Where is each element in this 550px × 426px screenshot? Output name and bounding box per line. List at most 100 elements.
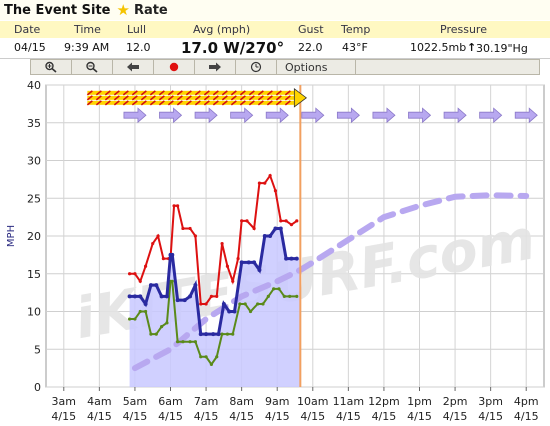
right-arrow-icon: [209, 62, 221, 72]
lull-point: [272, 287, 276, 291]
x-tick-date-label: 4/15: [51, 410, 76, 423]
lull-point: [149, 332, 153, 336]
observed-direction-band: [86, 88, 308, 108]
x-tick-date-label: 4/15: [265, 410, 290, 423]
direction-band-tick: [158, 95, 165, 101]
direction-band-tick: [248, 100, 255, 106]
x-tick-time-label: 8am: [229, 395, 253, 408]
direction-band-tick: [131, 90, 138, 96]
y-tick-label: 10: [27, 306, 41, 319]
lull-point: [243, 302, 247, 306]
current-pressure: 1022.5mb: [410, 41, 467, 54]
direction-band-tick: [176, 100, 183, 106]
options-button[interactable]: Options: [277, 60, 356, 74]
direction-band-tick: [212, 90, 219, 96]
x-tick-time-label: 2pm: [443, 395, 468, 408]
direction-band-tick: [275, 95, 282, 101]
direction-band-tick: [239, 100, 246, 106]
col-lull: Lull: [127, 23, 147, 36]
forecast-direction-arrow: [372, 107, 396, 124]
lull-point: [261, 302, 265, 306]
lull-point: [231, 332, 235, 336]
forecast-avg-line: [131, 192, 530, 372]
lull-point: [144, 309, 148, 314]
lull-point: [165, 321, 169, 325]
lull-point: [266, 294, 270, 298]
forward-button[interactable]: [195, 60, 236, 74]
forecast-direction-arrow: [336, 107, 360, 124]
lull-point: [193, 340, 197, 344]
direction-band-tick: [158, 90, 165, 96]
gust-point: [240, 219, 244, 223]
avg-point: [278, 226, 283, 231]
col-date: Date: [14, 23, 41, 36]
current-temp: 43°F: [342, 41, 368, 54]
lull-point: [209, 362, 214, 366]
direction-band-tick: [266, 100, 273, 106]
direction-band-tick: [275, 90, 282, 96]
x-tick-time-label: 11am: [333, 395, 364, 408]
x-tick-date-label: 4/15: [229, 410, 254, 423]
gust-point: [193, 234, 197, 238]
avg-point: [239, 260, 244, 265]
lull-point: [127, 317, 132, 321]
y-tick-label: 0: [34, 381, 41, 394]
direction-band-tick: [194, 90, 201, 96]
y-tick-label: 35: [27, 117, 41, 130]
y-tick-label: 25: [27, 192, 41, 205]
avg-point: [193, 283, 198, 288]
gust-point: [144, 264, 148, 268]
gust-point: [263, 181, 267, 185]
gust-point: [295, 219, 299, 223]
direction-band-tick: [104, 95, 111, 101]
avg-point: [257, 267, 262, 272]
direction-band-tick: [149, 95, 156, 101]
gust-point: [204, 302, 208, 306]
avg-point: [246, 260, 251, 265]
direction-band-tick: [212, 100, 219, 106]
gust-point: [127, 272, 132, 276]
x-tick-date-label: 4/15: [443, 410, 468, 423]
gust-point: [188, 226, 192, 231]
clock-button[interactable]: [236, 60, 277, 74]
pressure-trend-icon: ↑: [467, 41, 477, 54]
avg-point: [188, 294, 193, 299]
rate-button[interactable]: Rate: [133, 2, 168, 18]
lull-point: [188, 340, 192, 344]
y-tick-label: 40: [27, 79, 41, 92]
forecast-direction-arrow: [479, 107, 503, 124]
avg-point: [216, 332, 221, 337]
lull-point: [238, 302, 242, 306]
lull-point: [248, 309, 253, 314]
direction-band-tick: [122, 95, 129, 101]
gust-point: [215, 294, 219, 298]
back-button[interactable]: [113, 60, 154, 74]
zoom-in-button[interactable]: [31, 60, 72, 74]
x-tick-date-label: 4/15: [123, 410, 148, 423]
gust-point: [231, 279, 235, 283]
avg-point: [127, 294, 132, 299]
x-tick-time-label: 4pm: [514, 395, 539, 408]
direction-band-tick: [257, 90, 264, 96]
direction-band-tick: [104, 100, 111, 106]
avg-point: [211, 332, 216, 337]
record-button[interactable]: [154, 60, 195, 74]
record-icon: [169, 62, 179, 72]
direction-band-tick: [131, 95, 138, 101]
star-icon[interactable]: ★: [116, 0, 130, 19]
x-tick-time-label: 7am: [194, 395, 218, 408]
direction-band-tick: [86, 95, 93, 101]
forecast-direction-arrow: [194, 107, 218, 124]
header-divider: [0, 58, 550, 59]
direction-band-tick: [86, 100, 93, 106]
avg-point: [268, 234, 273, 238]
zoom-out-button[interactable]: [72, 60, 113, 74]
zoom-out-icon: [86, 61, 98, 73]
avg-point: [154, 283, 159, 288]
avg-point: [143, 301, 148, 306]
current-date: 04/15: [14, 41, 46, 54]
x-tick-date-label: 4/15: [372, 410, 397, 423]
chart-toolbar: Options: [30, 59, 540, 75]
direction-band-tick: [266, 95, 273, 101]
avg-point: [294, 256, 299, 261]
